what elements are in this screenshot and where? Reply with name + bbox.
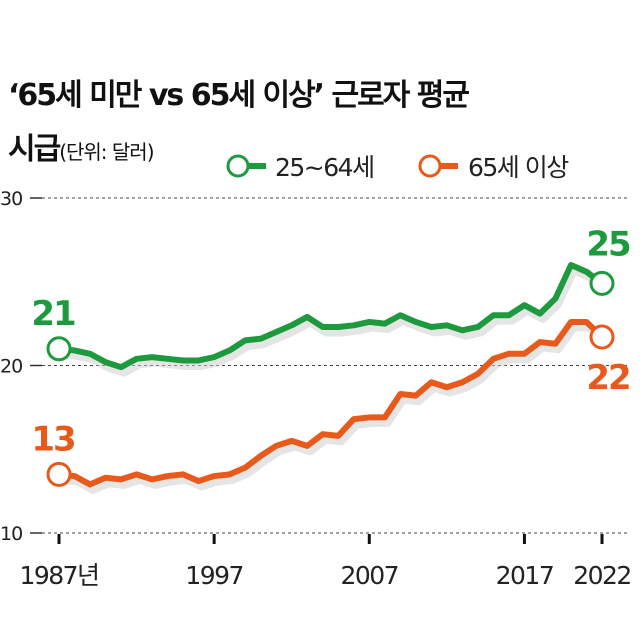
start-value-label: 13 xyxy=(31,419,74,459)
start-marker xyxy=(46,461,72,487)
unit-label: (단위: 달러) xyxy=(59,140,154,164)
chart-title-line2: 시급(단위: 달러) xyxy=(8,124,155,168)
end-value-label: 25 xyxy=(586,224,630,264)
start-marker xyxy=(46,336,72,362)
legend-marker xyxy=(226,154,250,178)
x-tick-label: 1997 xyxy=(185,561,243,590)
chart-title-cont: 시급 xyxy=(8,132,61,167)
end-value-label: 22 xyxy=(586,358,629,398)
x-tick-label: 1987년 xyxy=(19,561,98,590)
series-shadow xyxy=(61,267,608,377)
x-tick-label: 2017 xyxy=(496,561,554,590)
series-line-65-plus xyxy=(58,318,605,488)
y-tick-label: 20 xyxy=(0,356,22,378)
legend-marker xyxy=(418,154,442,178)
series-shadow xyxy=(61,324,608,494)
legend-label: 65세 이상 xyxy=(468,153,569,182)
series-line-25-64 xyxy=(58,262,604,371)
end-marker xyxy=(589,324,615,350)
x-tick-label: 2007 xyxy=(340,561,398,590)
chart-title: ‘65세 미만 vs 65세 이상’ 근로자 평균 xyxy=(8,78,470,113)
y-tick-label: 30 xyxy=(0,188,22,210)
x-tick-label: 2022 xyxy=(573,561,631,590)
end-marker xyxy=(589,270,615,296)
legend-label: 25~64세 xyxy=(275,153,374,182)
y-tick-label: 10 xyxy=(0,523,22,545)
start-value-label: 21 xyxy=(31,294,75,334)
